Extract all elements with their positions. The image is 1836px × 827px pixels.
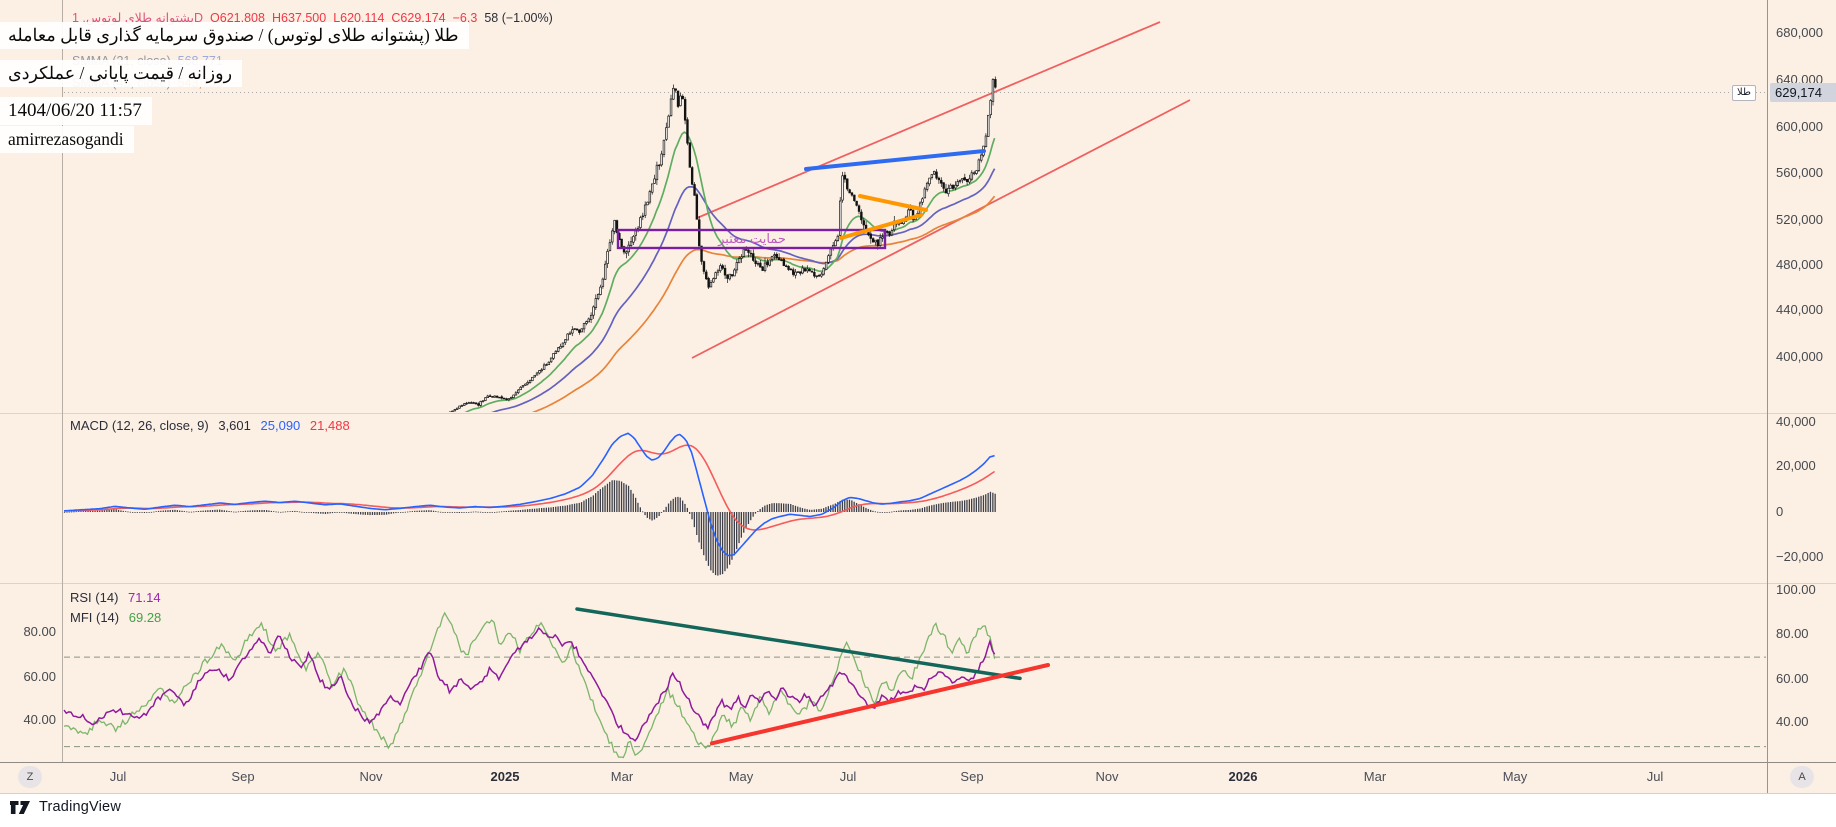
channel-lower-line[interactable] (691, 99, 1191, 359)
time-axis-label[interactable]: Jul (839, 769, 857, 784)
tradingview-logo-icon (10, 800, 30, 814)
note-title: طلا (پشتوانه طلای لوتوس) / صندوق سرمایه … (0, 22, 469, 49)
support-zone-rect[interactable] (616, 228, 887, 250)
orange-wedge-lower-line[interactable] (839, 213, 923, 240)
rsi-value: 71.14 (128, 590, 161, 605)
smma-fast-line (464, 131, 996, 412)
time-axis-label[interactable]: May (728, 769, 754, 784)
price-scale-border[interactable] (1767, 0, 1768, 793)
macd-hist-value: 3,601 (218, 418, 251, 433)
footer: TradingView (0, 795, 1836, 827)
auto-scale-button[interactable]: A (1790, 766, 1814, 788)
main-panel[interactable]: حمایت معتبر (64, 21, 1766, 475)
macd-signal-line (64, 444, 996, 531)
rsi-left-axis-label: 80.00 (23, 624, 56, 639)
macd-line (63, 432, 995, 557)
mfi-value: 69.28 (128, 610, 162, 625)
rsi-left-axis-label: 40.00 (23, 712, 56, 727)
price-axis-label[interactable]: 20,000 (1776, 458, 1816, 473)
tradingview-logo-text: TradingView (39, 799, 121, 815)
last-price-badge: 629,174 (1770, 83, 1836, 102)
mfi-legend-row[interactable]: MFI (14) 69.28 (70, 610, 161, 625)
time-axis-label[interactable]: 2025 (490, 769, 520, 784)
note-timestamp: 1404/06/20 11:57 (0, 97, 152, 125)
price-axis-label[interactable]: 440,000 (1776, 302, 1823, 317)
symbol-legend-part: پشتوانه طلای لوتوس, 1D (72, 11, 204, 25)
smma-slow-line (531, 195, 996, 412)
left-scale-border (62, 0, 63, 762)
symbol-legend-part: L620,114 (333, 11, 385, 25)
symbol-legend-part: −6,3 (452, 11, 478, 25)
macd-line-value: 25,090 (260, 418, 301, 433)
timezone-button[interactable]: Z (18, 766, 42, 788)
time-axis-label[interactable]: Mar (1363, 769, 1387, 784)
rsi-title: RSI (14) (70, 590, 119, 605)
price-axis-label[interactable]: 600,000 (1776, 119, 1823, 134)
price-axis-label[interactable]: 560,000 (1776, 165, 1823, 180)
price-axis-label[interactable]: 100.00 (1776, 582, 1816, 597)
rsi-panel[interactable] (63, 607, 1766, 759)
chart-bottom-border (0, 793, 1836, 794)
time-axis-label[interactable]: Sep (231, 769, 255, 784)
price-axis-label[interactable]: −20,000 (1776, 549, 1824, 564)
macd-legend-row[interactable]: MACD (12, 26, close, 9) 3,601 25,090 21,… (70, 418, 350, 433)
mfi-line (63, 611, 996, 759)
price-axis-label[interactable]: 520,000 (1776, 212, 1823, 227)
channel-upper-line[interactable] (696, 21, 1161, 219)
price-axis-label[interactable]: 80.00 (1776, 626, 1809, 641)
time-axis-label[interactable]: 2026 (1228, 769, 1258, 784)
macd-title: MACD (12, 26, close, 9) (70, 418, 209, 433)
rsi-teal-trendline[interactable] (575, 607, 1022, 681)
price-axis-label[interactable]: 60.00 (1776, 671, 1809, 686)
tradingview-logo-link[interactable]: TradingView (10, 799, 121, 815)
chart-canvas[interactable]: حمایت معتبر (0, 0, 1836, 795)
price-axis-label[interactable]: 480,000 (1776, 257, 1823, 272)
time-axis-label[interactable]: Mar (610, 769, 634, 784)
note-subtitle: روزانه / قیمت پایانی / عملکردی (0, 60, 243, 87)
rsi-red-trendline[interactable] (710, 663, 1050, 746)
time-axis-separator (0, 762, 1836, 763)
mfi-title: MFI (14) (70, 610, 120, 625)
time-axis-label[interactable]: Nov (1095, 769, 1119, 784)
price-axis-label[interactable]: 40.00 (1776, 714, 1809, 729)
main-macd-separator[interactable] (0, 413, 1836, 414)
symbol-tag: طلا (1732, 85, 1756, 101)
price-axis-label[interactable]: 40,000 (1776, 414, 1816, 429)
orange-wedge-upper-line[interactable] (858, 194, 928, 212)
macd-panel[interactable] (63, 432, 996, 576)
time-axis-label[interactable]: Jul (1646, 769, 1664, 784)
symbol-legend-part: C629,174 (391, 11, 446, 25)
symbol-legend-row[interactable]: پشتوانه طلای لوتوس, 1D O621,808 H637,500 L6… (72, 10, 560, 25)
support-zone-label: حمایت معتبر (717, 231, 786, 247)
note-username: amirrezasogandi (0, 126, 134, 153)
symbol-legend-part: 58 (−1.00%) (484, 11, 553, 25)
macd-signal-value: 21,488 (309, 418, 350, 433)
price-axis-label[interactable]: 680,000 (1776, 25, 1823, 40)
rsi-line (63, 626, 996, 742)
time-axis-label[interactable]: Jul (109, 769, 127, 784)
time-axis-label[interactable]: May (1502, 769, 1528, 784)
price-axis-label[interactable]: 400,000 (1776, 349, 1823, 364)
macd-histogram (63, 480, 996, 576)
time-axis-label[interactable]: Sep (960, 769, 984, 784)
rsi-left-axis-label: 60.00 (23, 669, 56, 684)
price-axis-label[interactable]: 0 (1776, 504, 1784, 519)
time-axis-label[interactable]: Nov (359, 769, 383, 784)
smma-mid-line (491, 168, 996, 412)
symbol-legend-part: O621,808 (210, 11, 265, 25)
candlestick-series (448, 76, 997, 412)
rsi-legend-row[interactable]: RSI (14) 71.14 (70, 590, 161, 605)
macd-rsi-separator[interactable] (0, 583, 1836, 584)
symbol-legend-part: H637,500 (271, 11, 327, 25)
blue-trendline[interactable] (804, 149, 986, 171)
